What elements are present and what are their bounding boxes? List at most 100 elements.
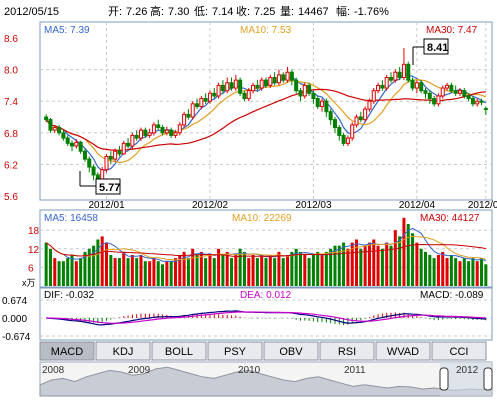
tab-wvad[interactable]: WVAD [375,341,431,361]
volume-bar [152,258,156,286]
candle [190,101,195,120]
macd-dif-label: DIF: -0.032 [44,290,94,301]
candle-body [440,87,445,97]
navigator-year-label: 2011 [344,365,366,376]
volume-bar [372,239,376,286]
candle [134,130,139,141]
header-change-label: 幅: [336,5,350,18]
volume-bar [398,236,402,286]
candle-body [225,82,230,92]
candle [177,122,182,136]
candle-body [341,134,346,144]
tab-label: PSY [224,346,247,358]
candle-body [332,119,337,129]
candle [380,80,385,91]
candle-body [307,84,312,94]
candle [225,77,230,94]
tab-macd[interactable]: MACD [39,341,95,361]
volume-bar [415,242,419,286]
candle [466,93,471,102]
tab-boll[interactable]: BOLL [151,341,207,361]
candle-body [401,63,406,79]
navigator-right-handle[interactable] [483,367,493,391]
volume-bar [449,255,453,286]
tab-background [319,341,375,361]
candle [263,77,269,89]
price-ma30-label: MA30: 7.47 [426,25,478,36]
low-callout-box [95,178,121,195]
candle [358,111,363,123]
volume-bar [212,258,216,286]
candle [238,77,243,96]
xaxis-label: 2012/02 [192,200,229,211]
volume-bar [359,248,363,286]
candle-body [457,90,462,94]
candle-body [432,98,437,105]
candle [324,98,329,117]
candle [108,151,113,165]
candle-body [74,141,79,147]
volume-bar [221,255,225,286]
volume-legend: MA5: 16458 MA10: 22269 MA30: 44127 x万 [22,213,480,288]
candle-body [259,79,264,89]
candle [70,140,75,152]
header-low-label: 低: [194,5,208,18]
header-open-label: 开: [108,6,122,18]
candle [427,90,432,104]
volume-bar [303,255,307,286]
candle [315,95,320,110]
macd-dea-line [46,311,486,324]
candle [82,148,87,162]
candle [164,126,169,136]
candle [453,85,458,96]
volume-bar [83,251,87,286]
candle [332,117,337,133]
volume-bar [255,258,259,286]
tab-obv[interactable]: OBV [263,341,319,361]
price-ma10-label: MA10: 7.53 [240,25,292,36]
candle-body [363,108,368,121]
candle [186,109,191,120]
volume-bar [363,245,367,286]
candle-body [289,71,294,81]
candle-body [367,100,372,110]
price-xaxis-labels: 2012/01 2012/02 2012/03 2012/04 2012/05 [89,200,497,211]
volume-bar [342,242,346,286]
header-change: -1.76% [354,6,389,18]
candle [74,139,79,149]
header-date: 2012/05/15 [4,6,59,18]
navigator-left-handle[interactable] [439,367,449,391]
volume-bar [247,258,251,286]
candle [203,93,208,104]
volume-bar [411,233,415,286]
tab-label: WVAD [387,346,419,358]
volume-bar [264,258,268,286]
candle-body [466,95,471,100]
macd-value-label: MACD: -0.089 [420,290,484,301]
volume-bar [74,261,78,286]
volume-bar [126,258,130,286]
price-yticks: 8.6 8.0 7.4 6.8 6.2 5.6 [4,34,18,203]
candle-body [195,103,200,107]
volume-bar [156,261,160,286]
volume-bar [281,258,285,286]
volume-bar [70,255,74,286]
candle-body [384,77,389,89]
tab-kdj[interactable]: KDJ [95,341,151,361]
volume-bar [402,217,406,286]
tab-cci[interactable]: CCI [431,341,487,361]
candle-body [251,84,256,92]
candle-body [337,127,342,136]
candle [376,82,381,94]
price-candles [44,48,488,188]
candle-body [380,84,385,89]
tab-psy[interactable]: PSY [207,341,263,361]
candle [272,72,277,86]
volume-bar [208,255,212,286]
navigator-selection[interactable] [440,362,492,396]
volume-bar [161,264,165,286]
tab-rsi[interactable]: RSI [319,341,375,361]
candle-body [156,124,161,129]
candle-body [130,134,135,147]
volume-bar [44,242,48,286]
